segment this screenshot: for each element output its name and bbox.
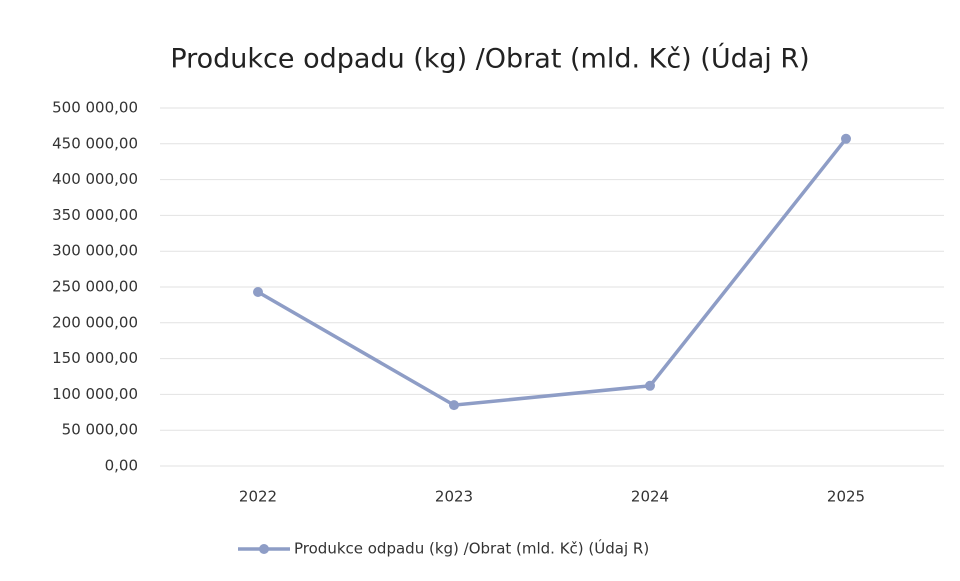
point bbox=[645, 380, 655, 391]
x-tick-label: 2022 bbox=[239, 488, 277, 506]
line bbox=[257, 137, 848, 407]
point bbox=[841, 133, 851, 144]
y-tick-label: 400 000,00 bbox=[52, 170, 138, 188]
chart-title: Produkce odpadu (kg) /Obrat (mld. Kč) (Ú… bbox=[170, 43, 809, 75]
x-tick-label: 2023 bbox=[435, 488, 473, 506]
y-tick-label: 300 000,00 bbox=[52, 242, 138, 260]
y-tick-label: 350 000,00 bbox=[52, 206, 138, 224]
legend-label: Produkce odpadu (kg) /Obrat (mld. Kč) (Ú… bbox=[294, 539, 649, 558]
y-tick-label: 150 000,00 bbox=[52, 349, 138, 367]
y-tick-label: 250 000,00 bbox=[52, 278, 138, 296]
y-tick-label: 200 000,00 bbox=[52, 313, 138, 331]
y-tick-label: 450 000,00 bbox=[52, 134, 138, 152]
x-tick-label: 2024 bbox=[631, 488, 669, 506]
y-tick-label: 100 000,00 bbox=[52, 385, 138, 403]
point bbox=[449, 400, 459, 411]
y-tick-label: 50 000,00 bbox=[62, 421, 138, 439]
point bbox=[253, 287, 263, 298]
y-tick-label: 0,00 bbox=[105, 457, 138, 475]
x-tick-label: 2025 bbox=[827, 488, 865, 506]
legend-marker bbox=[259, 544, 269, 554]
y-tick-label: 500 000,00 bbox=[52, 99, 138, 117]
